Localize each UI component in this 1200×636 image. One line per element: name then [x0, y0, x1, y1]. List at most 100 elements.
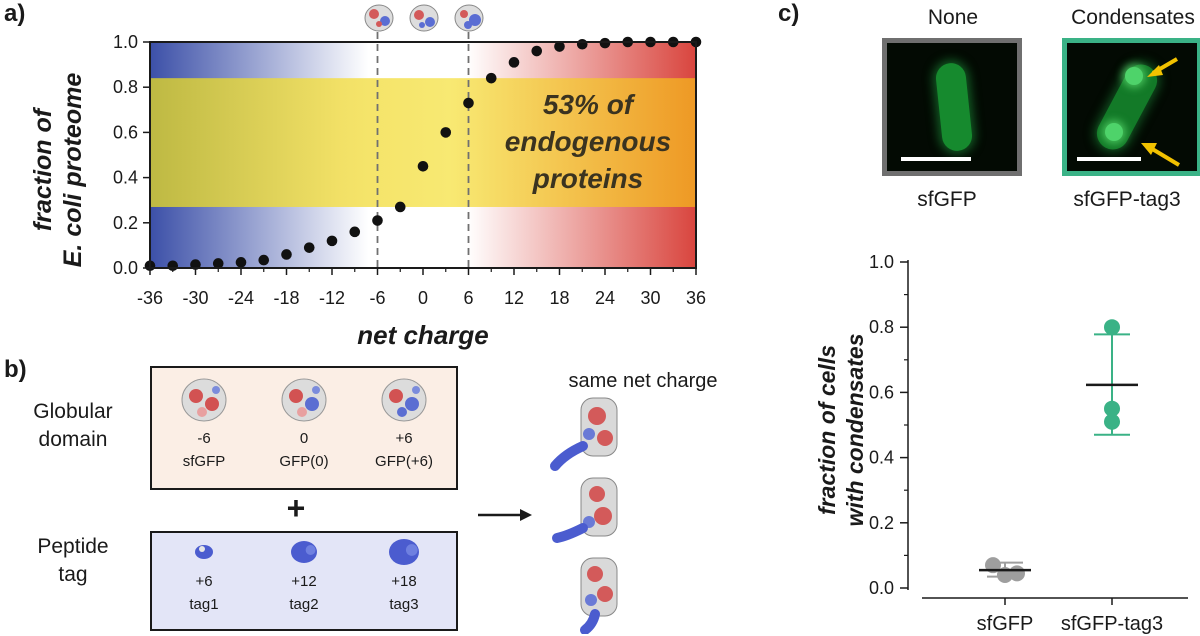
condensate-spot-top: [1125, 67, 1143, 85]
annotation-line-2: endogenous: [504, 126, 672, 157]
data-point: [326, 235, 338, 247]
protein-structure-icons: [364, 4, 484, 32]
y-tick-label: 0.0: [869, 578, 894, 598]
x-tick-label: -24: [228, 288, 254, 308]
protein-name-label: tag1: [189, 596, 219, 613]
micrograph-sfgfp: [882, 38, 1022, 176]
data-point: [576, 38, 588, 50]
protein-structure-icon-pos6: [454, 4, 484, 32]
right-arrow-icon: [478, 509, 532, 521]
panel-a-xlabel: net charge: [357, 320, 489, 350]
plus-sign: +: [286, 490, 306, 526]
data-point: [212, 258, 224, 269]
y-tick-label: 1.0: [113, 32, 138, 52]
panel-b-label: b): [4, 356, 27, 383]
net-charge-chart: -36 -30 -24 -18 -12 -6 0 6 12 18 24 30 36 0.0 0.2 0.4 0…: [113, 4, 706, 308]
x-tick-label: sfGFP-tag3: [1061, 613, 1163, 635]
micrograph-sfgfp-tag3: [1062, 38, 1200, 176]
globular-domain-item: 0 GFP(0): [260, 374, 348, 471]
y-tick-label: 0.4: [869, 448, 894, 468]
c-ylabel-line-1: fraction of cells: [814, 345, 840, 515]
y-tick-label: 0.0: [113, 258, 138, 278]
panel-a-label: a): [4, 0, 26, 27]
peptide-structure-icon: [291, 541, 317, 563]
fusion-structure-icon-3: [580, 557, 618, 634]
protein-structure-icon: [181, 378, 227, 422]
y-tick-label: 0.8: [113, 77, 138, 97]
peptide-structure-icon: [389, 539, 419, 565]
x-tick-label: 0: [418, 288, 428, 308]
data-point: [1104, 319, 1120, 336]
tag-title-line-2: tag: [58, 563, 88, 586]
charge-label: +6: [195, 573, 213, 590]
data-point: [531, 45, 543, 57]
fusion-constructs: [550, 397, 618, 634]
fusion-structure-icon-1: [550, 397, 618, 471]
x-tick-label: 6: [463, 288, 473, 308]
charge-label: -6: [197, 430, 211, 447]
panel-c-label: c): [778, 0, 800, 27]
x-tick-label: 12: [504, 288, 524, 308]
annotation-line-3: proteins: [532, 163, 644, 194]
peptide-tag-item: +18 tag3: [360, 537, 448, 614]
x-tick-label: -12: [319, 288, 345, 308]
y-tick-label: 0.2: [869, 513, 894, 533]
micrograph-header-none: None: [927, 6, 979, 29]
protein-name-label: tag2: [289, 596, 319, 613]
cell-uniform: [934, 61, 974, 153]
globular-domain-item: +6 GFP(+6): [360, 374, 448, 471]
protein-name-label: GFP(+6): [375, 453, 433, 470]
panel-c-ylabel: fraction of cells with condensates: [813, 300, 869, 560]
protein-name-label: tag3: [389, 596, 419, 613]
data-point: [372, 215, 383, 226]
protein-name-label: sfGFP: [182, 453, 226, 470]
peptide-tag-item: +6 tag1: [160, 537, 248, 614]
data-point: [599, 37, 611, 49]
scale-bar: [1077, 157, 1141, 161]
data-point: [235, 257, 247, 268]
y-tick-label: 0.4: [113, 168, 138, 188]
ylabel-line-1: fraction of: [29, 108, 57, 232]
data-point: [554, 41, 565, 52]
y-tick-label: 0.8: [869, 317, 894, 337]
same-net-charge-title: same net charge: [568, 370, 718, 392]
arrow-icon-bottom: [1141, 143, 1181, 167]
ylabel-line-2: E. coli proteome: [59, 72, 87, 268]
x-tick-label: 24: [595, 288, 615, 308]
peptide-tag-box: +6 tag1 +12 tag2 +18 tag3: [150, 531, 458, 631]
micrograph-caption-sfgfp-tag3: sfGFP-tag3: [1073, 188, 1181, 211]
protein-structure-icon: [381, 378, 427, 422]
data-point: [440, 127, 452, 138]
plot-frame: [149, 41, 697, 269]
data-point: [508, 57, 520, 68]
data-point: [1104, 413, 1120, 430]
condensate-spot-bottom: [1105, 123, 1123, 141]
peptide-tag-title: Peptide tag: [18, 533, 128, 589]
micrograph-caption-sfgfp: sfGFP: [917, 188, 977, 211]
condensate-fraction-chart: 0.0 0.2 0.4 0.6 0.8 1.0 sfGFP sfGFP-tag3: [869, 252, 1188, 635]
x-tick-label: -18: [273, 288, 299, 308]
x-tick-label: 36: [686, 288, 706, 308]
protein-structure-icon: [281, 378, 327, 422]
x-tick-label: -36: [137, 288, 163, 308]
protein-name-label: GFP(0): [279, 453, 329, 470]
tag-title-line-1: Peptide: [37, 535, 109, 558]
x-tick-label: sfGFP: [977, 613, 1034, 635]
y-tick-label: 0.2: [113, 213, 138, 233]
x-tick-label: 18: [549, 288, 569, 308]
fusion-structure-icon-2: [552, 477, 618, 543]
peptide-structure-icon: [195, 545, 213, 559]
y-tick-label: 0.6: [869, 382, 894, 402]
globular-title-line-1: Globular: [33, 400, 113, 423]
charge-label: +12: [291, 573, 317, 590]
highlight-band: [150, 78, 696, 207]
globular-domain-title: Globular domain: [8, 398, 138, 454]
annotation-line-1: 53% of: [542, 89, 634, 120]
globular-domain-item: -6 sfGFP: [160, 374, 248, 471]
y-tick-label: 0.6: [113, 122, 138, 142]
data-point: [303, 242, 315, 253]
arrow-icon-top: [1147, 57, 1179, 77]
data-point: [394, 201, 406, 213]
c-ylabel-line-2: with condensates: [842, 333, 868, 527]
charge-label: 0: [299, 430, 309, 447]
